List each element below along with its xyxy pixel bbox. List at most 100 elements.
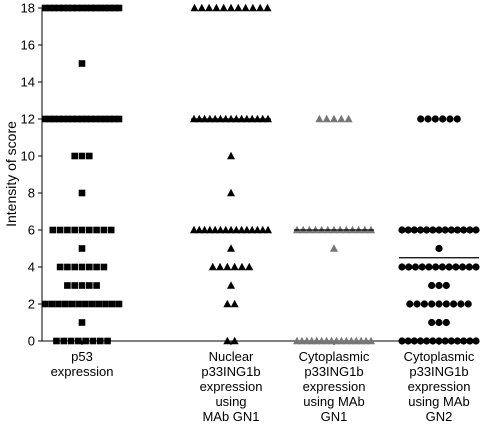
data-point-square [69,4,77,12]
data-point-square [78,226,86,234]
data-point-triangle [248,3,257,12]
data-point-triangle [344,114,353,123]
data-point-circle [457,300,465,308]
data-point-circle [429,226,437,234]
data-point-circle [423,226,431,234]
data-point-square [71,226,78,234]
category-label: expression [408,379,471,394]
data-point-square [64,226,71,234]
data-point-square [96,337,104,345]
category-label: expression [200,379,263,394]
data-point-square [97,4,104,12]
data-point-square [71,282,78,289]
data-point-square [78,152,86,160]
data-point-circle [404,337,412,345]
median-layer [42,118,479,259]
marks-layer [41,3,480,345]
data-point-circle [458,263,467,271]
data-point-circle [439,115,447,123]
data-point-square [82,300,89,308]
data-point-square [95,300,103,308]
category-label: p33ING1b [409,364,468,379]
data-point-circle [460,226,468,234]
category-label: p53 [71,349,93,364]
data-point-triangle [242,225,251,234]
data-point-triangle [219,3,228,12]
data-point-square [55,300,62,308]
data-point-square [115,300,123,308]
data-point-triangle [256,3,265,12]
data-point-square [92,4,100,12]
data-point-triangle [227,244,235,252]
data-point-square [83,4,90,12]
data-point-circle [442,300,450,308]
data-point-triangle [205,3,214,12]
data-point-circle [452,263,460,271]
data-point-circle [453,115,461,123]
data-point-triangle [227,281,235,289]
data-point-circle [398,337,406,345]
data-point-square [67,337,75,345]
data-point-circle [418,263,426,271]
data-point-circle [416,226,425,234]
data-point-circle [428,300,436,308]
data-point-circle [466,226,474,234]
category-label: expression [51,364,114,379]
data-point-square [46,4,53,12]
data-point-circle [417,115,425,123]
data-point-circle [472,263,480,271]
data-point-triangle [227,3,235,12]
data-point-triangle [227,151,235,160]
data-point-square [75,337,82,345]
data-point-circle [410,337,418,345]
category-label: using [215,394,246,409]
data-point-circle [428,281,436,290]
data-point-circle [442,281,450,290]
data-point-circle [445,263,453,271]
data-point-square [71,152,78,160]
data-point-circle [450,300,458,308]
category-label: p33ING1b [304,364,363,379]
axis-layer: 0 2 4 6 8 10 12 14 16 18 [21,1,478,349]
data-point-circle [464,300,472,308]
data-point-square [78,189,86,197]
data-point-square [68,300,76,308]
category-label: Nuclear [209,349,254,364]
data-point-circle [447,337,455,345]
y-tick-label: 12 [21,112,35,127]
data-point-square [100,263,108,271]
data-point-triangle [221,225,230,234]
data-point-square [111,4,118,12]
data-point-triangle [234,3,243,12]
data-point-triangle [195,225,204,234]
data-point-circle [431,115,439,123]
data-point-triangle [337,114,346,123]
data-point-circle [435,318,443,327]
data-point-square [87,4,95,12]
data-point-circle [398,226,406,234]
data-point-square [50,4,58,12]
data-point-triangle [263,3,272,12]
category-label: GN1 [321,409,348,424]
data-point-square [82,337,89,345]
y-tick-label: 2 [28,297,35,312]
category-label: expression [303,379,366,394]
data-point-triangle [237,262,246,271]
data-point-circle [438,263,446,271]
data-point-square [93,263,100,271]
y-tick-label: 4 [28,260,35,275]
data-point-triangle [223,336,232,345]
data-point-circle [423,337,431,345]
data-point-triangle [330,114,338,123]
data-point-square [78,282,86,289]
data-point-square [93,226,100,234]
y-tick-label: 6 [28,223,35,238]
data-point-circle [425,263,433,271]
data-point-circle [411,263,420,271]
data-point-circle [446,115,454,123]
data-point-triangle [216,262,225,271]
data-point-triangle [248,225,257,234]
data-point-circle [410,226,418,234]
data-point-triangle [241,3,250,12]
